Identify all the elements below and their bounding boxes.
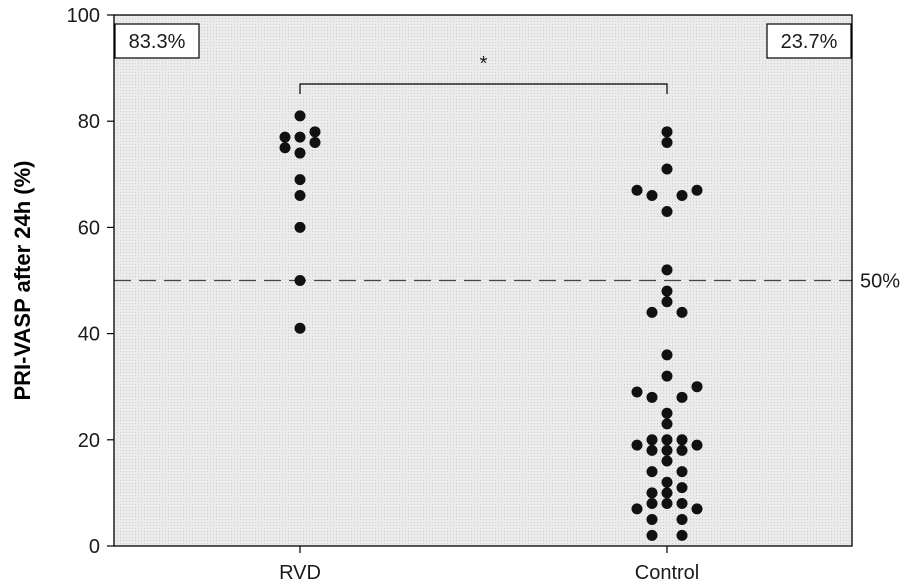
data-point-control	[661, 444, 673, 456]
data-point-control	[676, 190, 688, 202]
percent-label-rvd: 83.3%	[129, 31, 186, 53]
x-tick-label-rvd: RVD	[279, 562, 321, 584]
data-point-control	[661, 487, 673, 499]
data-point-rvd	[294, 190, 306, 202]
data-point-control	[646, 190, 658, 202]
data-point-control	[631, 184, 643, 196]
y-tick-label: 60	[78, 217, 100, 239]
data-point-control	[646, 391, 658, 403]
data-point-rvd	[294, 147, 306, 159]
data-point-control	[646, 466, 658, 478]
data-point-rvd	[279, 142, 291, 154]
data-point-control	[661, 370, 673, 382]
data-point-rvd	[294, 110, 306, 122]
data-point-control	[646, 434, 658, 446]
data-point-control	[661, 407, 673, 419]
data-point-control	[661, 296, 673, 308]
data-point-control	[631, 386, 643, 398]
data-point-rvd	[309, 136, 321, 148]
x-tick-label-control: Control	[635, 562, 699, 584]
data-point-control	[646, 306, 658, 318]
data-point-control	[631, 503, 643, 515]
data-point-control	[676, 529, 688, 541]
significance-marker: *	[480, 53, 488, 75]
percent-box-control	[766, 23, 852, 59]
data-point-control	[676, 391, 688, 403]
reference-line-label: 50%	[860, 271, 900, 293]
data-point-control	[676, 306, 688, 318]
data-point-control	[676, 513, 688, 525]
data-point-control	[661, 163, 673, 175]
y-axis-title: PRI-VASP after 24h (%)	[10, 160, 35, 400]
data-point-control	[691, 381, 703, 393]
data-point-rvd	[309, 126, 321, 138]
data-point-rvd	[294, 131, 306, 143]
significance-bracket	[299, 83, 668, 95]
data-point-control	[661, 455, 673, 467]
y-tick-label: 80	[78, 111, 100, 133]
data-point-control	[646, 498, 658, 510]
percent-box-rvd	[114, 23, 200, 59]
y-tick-label: 20	[78, 430, 100, 452]
data-point-control	[691, 439, 703, 451]
data-point-control	[691, 184, 703, 196]
data-point-control	[661, 349, 673, 361]
data-point-control	[676, 466, 688, 478]
data-point-control	[631, 439, 643, 451]
data-point-control	[661, 418, 673, 430]
data-point-control	[661, 136, 673, 148]
data-point-control	[661, 285, 673, 297]
percent-label-control: 23.7%	[781, 31, 838, 53]
y-tick-label: 40	[78, 324, 100, 346]
data-point-rvd	[294, 221, 306, 233]
data-point-control	[646, 529, 658, 541]
data-point-control	[676, 434, 688, 446]
data-point-control	[661, 476, 673, 488]
y-tick-label: 0	[89, 536, 100, 558]
data-point-rvd	[279, 131, 291, 143]
data-point-rvd	[294, 275, 306, 286]
data-point-control	[661, 126, 673, 138]
data-point-control	[661, 205, 673, 217]
data-point-control	[646, 513, 658, 525]
data-point-control	[691, 503, 703, 515]
data-point-control	[661, 434, 673, 446]
data-point-control	[661, 498, 673, 510]
data-point-control	[676, 444, 688, 456]
data-point-rvd	[294, 174, 306, 186]
data-point-control	[676, 498, 688, 510]
data-point-control	[676, 482, 688, 494]
data-point-control	[661, 264, 673, 276]
plot-frame	[113, 14, 853, 547]
data-point-control	[646, 487, 658, 499]
data-point-rvd	[294, 322, 306, 334]
y-tick-label: 100	[67, 5, 100, 27]
data-point-control	[646, 444, 658, 456]
